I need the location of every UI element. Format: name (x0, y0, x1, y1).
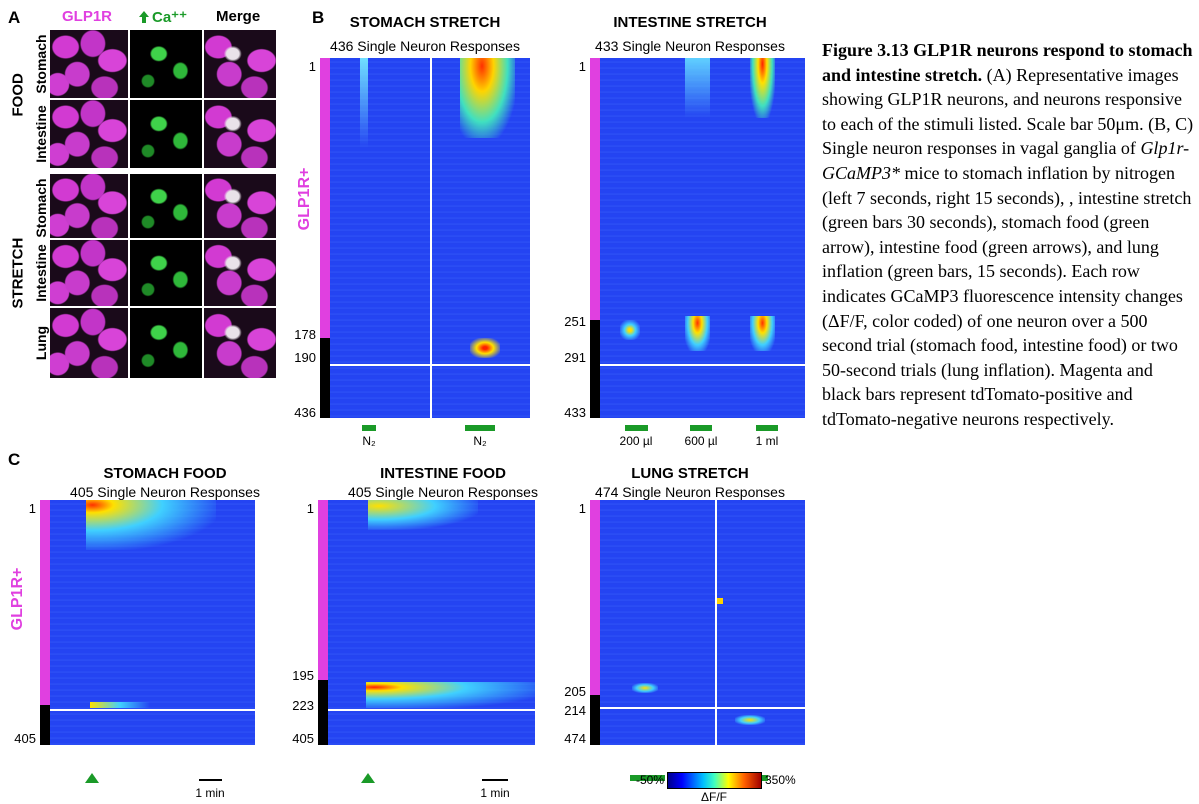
heatmap-subtitle: 433 Single Neuron Responses (595, 38, 785, 54)
caption-body: (A) Representative images showing GLP1R … (822, 65, 1193, 429)
row-label: 405 (292, 731, 314, 746)
panel-label: B (312, 8, 325, 27)
stimulus-label: N₂ (362, 434, 376, 448)
group-label: STRETCH (9, 237, 27, 309)
row-label: 474 (564, 731, 586, 746)
row-label: Intestine (33, 105, 49, 163)
panel-label: C (8, 450, 21, 469)
row-label: 178 (294, 327, 316, 342)
heatmap-title: STOMACH STRETCH (349, 14, 501, 31)
tdtomato-positive-bar (590, 58, 600, 320)
row-label: 405 (14, 731, 36, 746)
row-label: 1 (28, 501, 36, 516)
colorbar-label: ΔF/F (700, 790, 727, 804)
row-label: Lung (33, 325, 49, 361)
row-label: 433 (564, 405, 586, 420)
row-label: Stomach (33, 178, 49, 238)
row-label: 1 (578, 501, 586, 516)
up-arrow (139, 11, 149, 23)
heatmap-title: INTESTINE STRETCH (613, 14, 767, 31)
micrograph (204, 174, 276, 238)
row-label: 214 (564, 703, 586, 718)
scale-bar-label: 1 min (195, 786, 225, 800)
tdtomato-negative-bar (320, 338, 330, 418)
caption-title: Figure 3.13 GLP1R neurons respond to sto… (822, 40, 1193, 85)
row-label: 195 (292, 668, 314, 683)
micrograph (50, 308, 128, 378)
tdtomato-positive-bar (320, 58, 330, 338)
stimulus-label: 1 ml (755, 434, 779, 448)
heatmap (50, 500, 255, 745)
scale-bar (199, 779, 222, 781)
side-label: GLP1R+ (9, 567, 26, 631)
micrograph (204, 30, 276, 98)
row-label: 223 (292, 698, 314, 713)
micrograph (130, 308, 202, 378)
caption-text: (A) Representative images showing GLP1R … (822, 64, 1194, 159)
micrograph (130, 240, 202, 306)
heatmap-subtitle: 405 Single Neuron Responses (70, 484, 260, 500)
row-label: 436 (294, 405, 316, 420)
caption-text: mice to stomach inflation by nitrogen (l… (822, 162, 1192, 429)
heatmap (600, 500, 805, 745)
row-label: 190 (294, 350, 316, 365)
micrograph (204, 240, 276, 306)
row-label: 205 (564, 684, 586, 699)
heatmap (328, 500, 535, 745)
scale-bar-label: 1 min (480, 786, 510, 800)
column-header: Merge (216, 8, 261, 25)
heatmap-title: STOMACH FOOD (103, 465, 227, 482)
stimulus-label: 200 µl (619, 434, 653, 448)
scale-bar (482, 779, 508, 781)
micrograph (50, 174, 128, 238)
micrograph (204, 100, 276, 168)
tdtomato-positive-bar (318, 500, 328, 680)
row-label: 1 (308, 59, 316, 74)
micrograph (50, 240, 128, 306)
micrograph (130, 30, 202, 98)
tdtomato-negative-bar (40, 705, 50, 745)
heatmap-subtitle: 436 Single Neuron Responses (330, 38, 520, 54)
colorbar (667, 772, 762, 789)
heatmap-title: INTESTINE FOOD (380, 465, 506, 482)
panel-label: A (8, 8, 21, 27)
group-label: FOOD (9, 73, 27, 117)
colorbar-max: 350% (765, 773, 796, 787)
tdtomato-negative-bar (590, 320, 600, 418)
row-label: Intestine (33, 244, 49, 302)
stimulus-label: 600 µl (684, 434, 718, 448)
row-label: Stomach (33, 34, 49, 94)
heatmap-subtitle: 474 Single Neuron Responses (595, 484, 785, 500)
micrograph (130, 100, 202, 168)
heatmap-title: LUNG STRETCH (631, 465, 749, 482)
micrograph (50, 30, 128, 98)
stimulus-arrow (85, 773, 99, 783)
micrograph (50, 100, 128, 168)
tdtomato-positive-bar (590, 500, 600, 695)
tdtomato-negative-bar (318, 680, 328, 745)
micrograph (204, 308, 276, 378)
side-label: GLP1R+ (296, 167, 313, 231)
column-header: GLP1R (62, 8, 113, 25)
row-label: 251 (564, 314, 586, 329)
heatmap (600, 58, 805, 418)
tdtomato-negative-bar (590, 695, 600, 745)
colorbar-min: -50% (635, 773, 664, 787)
row-label: 291 (564, 350, 586, 365)
micrograph (130, 174, 202, 238)
caption: Figure 3.13 GLP1R neurons respond to sto… (822, 38, 1196, 432)
row-label: 1 (578, 59, 586, 74)
column-header: Ca⁺⁺ (152, 9, 188, 26)
row-label: 1 (306, 501, 314, 516)
tdtomato-positive-bar (40, 500, 50, 705)
stimulus-arrow (361, 773, 375, 783)
caption-text: Glp1r-GCaMP3* (822, 138, 1190, 183)
heatmap-subtitle: 405 Single Neuron Responses (348, 484, 538, 500)
stimulus-label: N₂ (473, 434, 487, 448)
